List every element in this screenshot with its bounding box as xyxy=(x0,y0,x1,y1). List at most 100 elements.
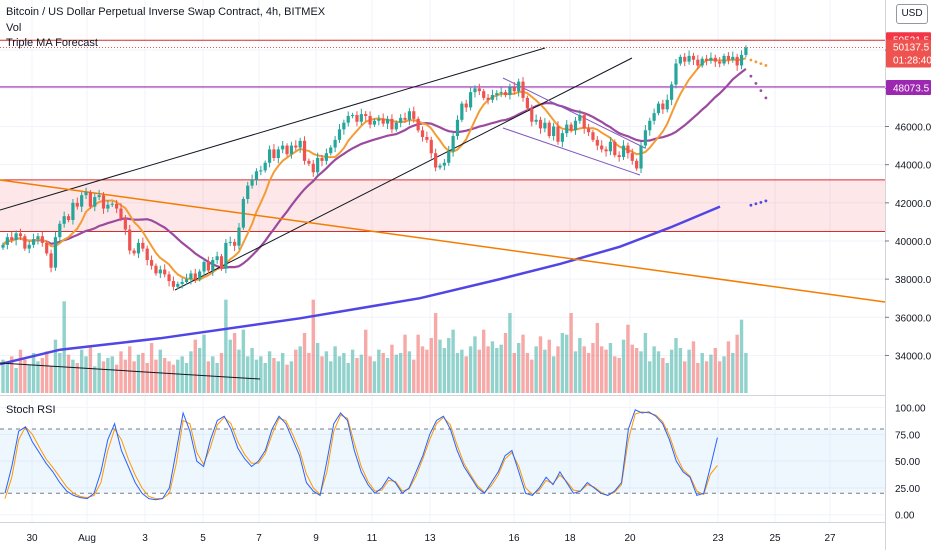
volume-bar xyxy=(263,363,267,393)
volume-bar xyxy=(626,324,630,393)
candle-body xyxy=(412,111,416,119)
volume-bar xyxy=(744,353,748,393)
candle-body xyxy=(565,124,569,134)
candle-body xyxy=(569,124,573,131)
candle-body xyxy=(639,145,643,169)
forecast-dot xyxy=(749,203,753,207)
candle-body xyxy=(71,202,75,220)
volume-bar xyxy=(206,361,211,393)
volume-bar xyxy=(66,354,71,393)
candle-body xyxy=(224,242,228,269)
volume-bar xyxy=(534,346,538,393)
candle-body xyxy=(289,145,294,155)
volume-bar xyxy=(674,338,678,393)
candle-body xyxy=(460,103,464,120)
candle-body xyxy=(58,223,62,238)
volume-bar xyxy=(700,353,704,393)
volume-bar xyxy=(171,364,176,393)
volume-bar xyxy=(246,356,250,393)
volume-bar xyxy=(604,349,608,393)
candle-body xyxy=(713,57,717,62)
candle-body xyxy=(101,195,106,209)
volume-bar xyxy=(722,356,726,393)
last-price-badge: 50137.5 xyxy=(893,43,930,54)
volume-bar xyxy=(1,359,5,393)
price-tick-label: 42000.0 xyxy=(895,199,932,210)
candle-body xyxy=(311,163,315,173)
support-resistance-zones xyxy=(0,39,885,232)
candle-body xyxy=(573,120,578,131)
candle-body xyxy=(176,283,180,287)
volume-bar xyxy=(503,333,508,393)
volume-bar xyxy=(473,336,477,393)
candle-body xyxy=(355,115,359,122)
candle-body xyxy=(643,130,647,146)
volume-bar xyxy=(272,358,276,393)
volume-bar xyxy=(372,361,377,393)
candle-body xyxy=(425,136,429,140)
volume-bar xyxy=(512,353,516,393)
time-tick-label: 7 xyxy=(256,533,262,544)
volume-bar xyxy=(639,351,643,393)
volume-bar xyxy=(329,361,333,393)
volume-bar xyxy=(154,359,158,393)
rsi-tick-label: 75.00 xyxy=(895,430,920,441)
candle-body xyxy=(552,126,556,137)
candle-body xyxy=(298,140,302,148)
volume-bar xyxy=(364,329,368,393)
forecast-dot xyxy=(759,89,763,93)
candle-body xyxy=(407,111,412,120)
volume-bar xyxy=(315,343,320,393)
volume-bar xyxy=(499,344,503,393)
triple-ma-label: Triple MA Forecast xyxy=(6,37,98,49)
time-tick-label: 18 xyxy=(564,533,576,544)
candle-body xyxy=(486,97,490,100)
volume-bar xyxy=(232,333,237,393)
volume-bar xyxy=(565,334,569,393)
level-badge-bg xyxy=(886,79,931,95)
forecast-dot xyxy=(749,74,753,78)
volume-bar xyxy=(324,351,329,393)
volume-bar xyxy=(464,356,468,393)
vol-label: Vol xyxy=(6,22,22,34)
candle-body xyxy=(490,95,495,100)
forecast-dot xyxy=(764,64,768,67)
supply-zone xyxy=(0,179,885,232)
candle-body xyxy=(97,195,101,198)
price-tick-label: 44000.0 xyxy=(895,161,932,172)
volume-bar xyxy=(346,363,350,393)
candle-body xyxy=(652,113,656,121)
candle-body xyxy=(23,236,27,249)
candle-body xyxy=(110,203,114,205)
volume-bar xyxy=(394,354,398,393)
candle-body xyxy=(495,93,499,96)
volume-bar xyxy=(508,313,512,393)
volume-bar xyxy=(433,313,438,393)
volume-bar xyxy=(10,356,14,393)
time-tick-label: 27 xyxy=(824,533,836,544)
time-axis[interactable]: 30 Aug 3 5 7 9 11 13 16 18 20 23 25 27 xyxy=(26,533,836,544)
candle-body xyxy=(145,248,149,261)
candle-body xyxy=(630,153,634,161)
candle-body xyxy=(731,56,735,60)
volume-bar xyxy=(197,348,202,393)
trendline-orange xyxy=(0,179,886,303)
candle-body xyxy=(158,269,162,274)
candle-body xyxy=(595,139,599,146)
candle-body xyxy=(473,88,477,93)
volume-bar xyxy=(350,349,355,393)
trendlines[interactable] xyxy=(0,47,886,380)
volume-bar xyxy=(621,339,626,393)
candle-body xyxy=(385,118,390,124)
volume-bar xyxy=(416,334,420,393)
candle-body xyxy=(132,250,136,254)
volume-bar xyxy=(525,353,530,393)
price-tick-label: 46000.0 xyxy=(895,123,932,134)
volume-bar xyxy=(678,348,683,393)
volume-bar xyxy=(630,344,634,393)
candle-body xyxy=(281,145,285,150)
currency-button[interactable]: USD xyxy=(896,4,928,24)
volume-bar xyxy=(97,353,101,393)
